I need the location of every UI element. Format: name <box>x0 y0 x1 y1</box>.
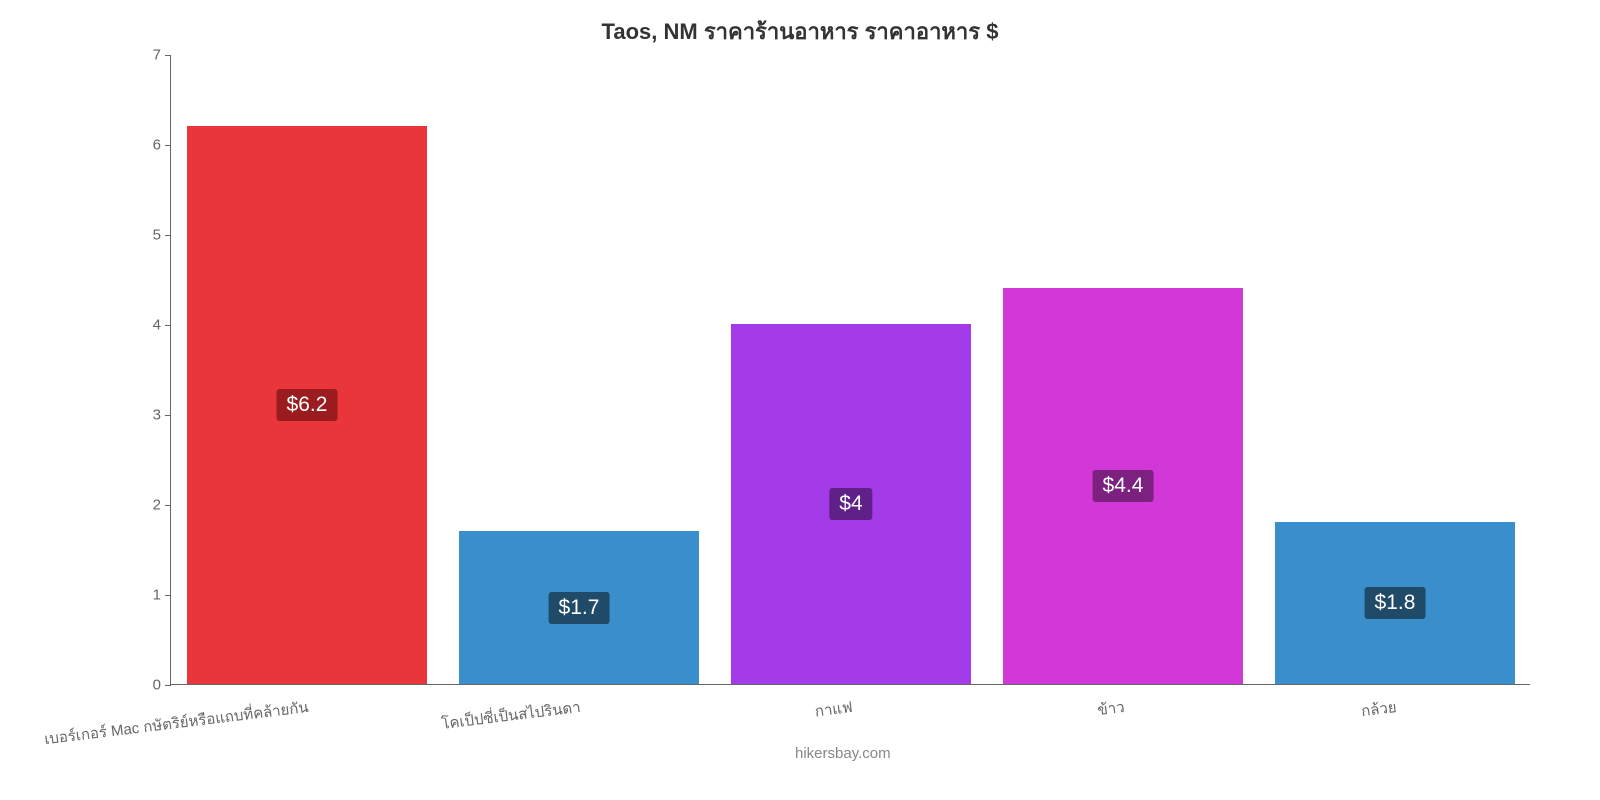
bar-value-label: $4 <box>829 488 872 520</box>
y-tick-label: 1 <box>131 587 161 604</box>
y-tick-label: 2 <box>131 497 161 514</box>
chart-container: Taos, NM ราคาร้านอาหาร ราคาอาหาร $ 01234… <box>0 0 1600 800</box>
y-tick-mark <box>165 415 171 416</box>
y-tick-mark <box>165 55 171 56</box>
bar: $1.8 <box>1275 522 1514 684</box>
bar-value-label: $4.4 <box>1093 470 1154 502</box>
y-tick-mark <box>165 145 171 146</box>
bar-value-label: $1.7 <box>549 592 610 624</box>
bar: $4.4 <box>1003 288 1242 684</box>
y-tick-mark <box>165 685 171 686</box>
y-tick-mark <box>165 235 171 236</box>
attribution-text: hikersbay.com <box>795 745 891 762</box>
bar: $4 <box>731 324 970 684</box>
y-tick-label: 0 <box>131 677 161 694</box>
bar-value-label: $1.8 <box>1365 587 1426 619</box>
y-tick-mark <box>165 505 171 506</box>
y-tick-label: 6 <box>131 137 161 154</box>
plot-area: 01234567$6.2เบอร์เกอร์ Mac กษัตริย์หรือแ… <box>170 55 1530 685</box>
y-tick-mark <box>165 595 171 596</box>
y-tick-label: 4 <box>131 317 161 334</box>
y-tick-label: 5 <box>131 227 161 244</box>
bar: $6.2 <box>187 126 426 684</box>
y-tick-label: 7 <box>131 47 161 64</box>
bar: $1.7 <box>459 531 698 684</box>
bar-value-label: $6.2 <box>277 389 338 421</box>
y-tick-mark <box>165 325 171 326</box>
chart-title: Taos, NM ราคาร้านอาหาร ราคาอาหาร $ <box>0 14 1600 49</box>
y-tick-label: 3 <box>131 407 161 424</box>
